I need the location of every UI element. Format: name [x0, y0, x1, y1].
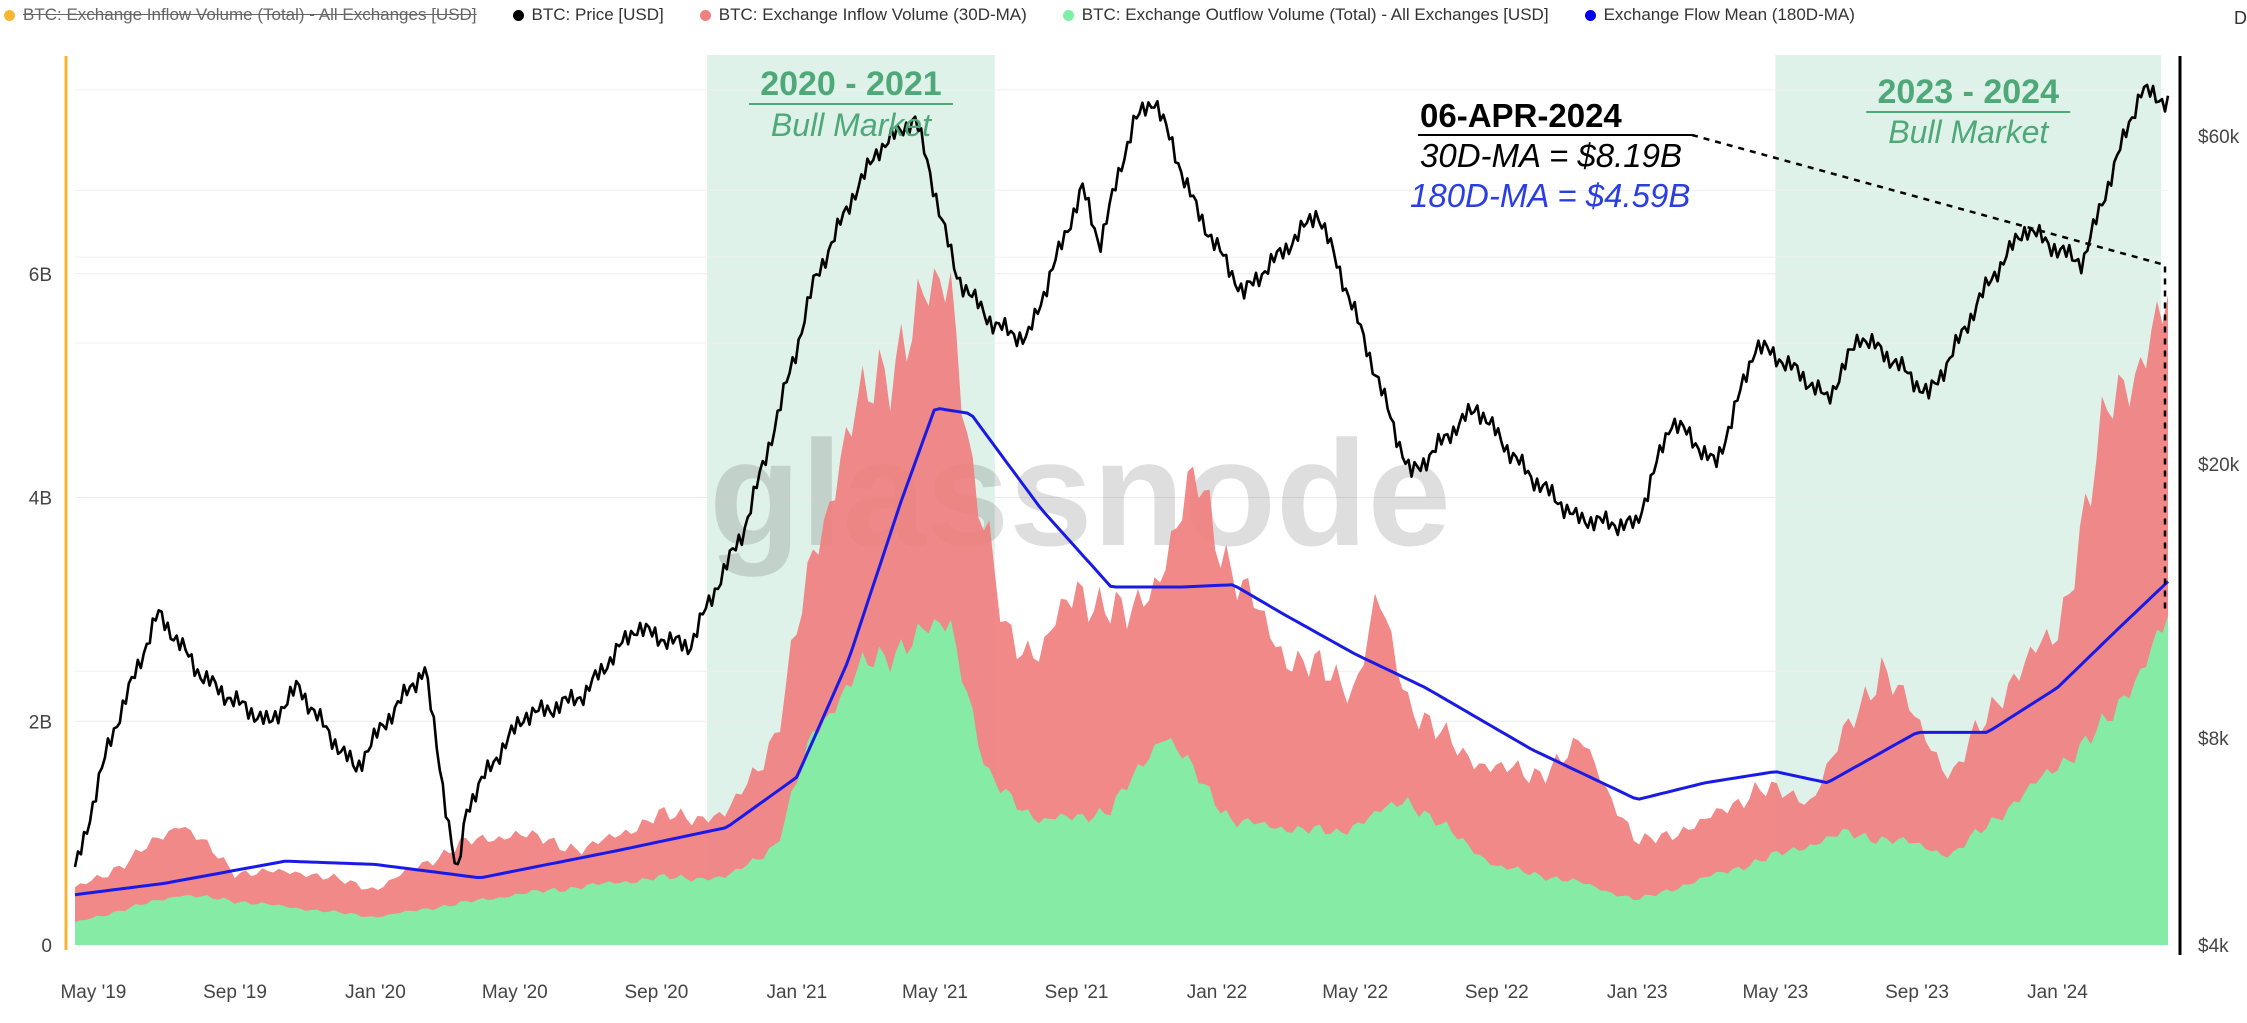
bull-market-years-label: 2023 - 2024 — [1878, 73, 2060, 111]
x-tick-label: Sep '23 — [1885, 982, 1949, 1003]
y-right-tick-label: $4k — [2198, 936, 2229, 957]
callout-date: 06-APR-2024 — [1420, 97, 1622, 134]
y-left-tick-label: 4B — [29, 489, 52, 510]
chart-legend: BTC: Exchange Inflow Volume (Total) - Al… — [0, 0, 2247, 30]
x-tick-label: Jan '21 — [766, 982, 827, 1003]
legend-item[interactable]: Exchange Flow Mean (180D-MA) — [1584, 5, 1855, 25]
x-tick-label: Sep '21 — [1045, 982, 1109, 1003]
btc-price-line — [73, 83, 2170, 868]
volume-areas — [75, 268, 2168, 945]
legend-dot-icon — [4, 9, 15, 21]
x-tick-label: Jan '23 — [1607, 982, 1668, 1003]
x-tick-label: May '22 — [1322, 982, 1388, 1003]
x-tick-label: May '23 — [1742, 982, 1808, 1003]
legend-label: BTC: Exchange Inflow Volume (Total) - Al… — [23, 5, 477, 24]
x-tick-label: Sep '22 — [1465, 982, 1529, 1003]
legend-item[interactable]: BTC: Exchange Inflow Volume (30D-MA) — [699, 5, 1027, 25]
y-right-tick-label: $60k — [2198, 127, 2240, 148]
y-left-tick-label: 2B — [29, 712, 52, 733]
x-tick-label: Jan '24 — [2027, 982, 2088, 1003]
series-lines — [73, 83, 2170, 897]
y-right-tick-label: $20k — [2198, 455, 2240, 476]
x-tick-label: May '19 — [60, 982, 126, 1003]
x-tick-label: Sep '19 — [203, 982, 267, 1003]
x-tick-label: May '20 — [482, 982, 548, 1003]
bull-market-label: Bull Market — [1888, 114, 2049, 150]
legend-label: BTC: Exchange Inflow Volume (30D-MA) — [718, 5, 1027, 24]
x-tick-label: Jan '20 — [345, 982, 406, 1003]
legend-item[interactable]: BTC: Price [USD] — [512, 5, 664, 25]
x-tick-label: Jan '22 — [1187, 982, 1248, 1003]
axes: 0 2B 4B 6B $4k $8k $20k $60k May '19 Sep '19 Jan '… — [29, 56, 2240, 1003]
bull-market-years-label: 2020 - 2021 — [760, 65, 942, 103]
flow-mean-180dma-line — [74, 407, 2170, 897]
y-left-tick-label: 6B — [29, 265, 52, 286]
legend-item[interactable]: BTC: Exchange Inflow Volume (Total) - Al… — [4, 5, 477, 25]
x-tick-label: Sep '20 — [624, 982, 688, 1003]
legend-item[interactable]: BTC: Exchange Outflow Volume (Total) - A… — [1062, 5, 1549, 25]
y-left-tick-label: 0 — [41, 936, 52, 957]
outflow-volume-area — [75, 615, 2168, 945]
legend-label: BTC: Price [USD] — [531, 5, 664, 24]
chart-menu-mark[interactable]: D — [2234, 8, 2247, 28]
y-right-tick-label: $8k — [2198, 729, 2229, 750]
legend-label: Exchange Flow Mean (180D-MA) — [1603, 5, 1855, 24]
x-tick-label: May '21 — [902, 982, 968, 1003]
callout-leader-line — [1691, 133, 2167, 610]
legend-dot-icon — [1584, 9, 1596, 21]
callout-180dma: 180D-MA = $4.59B — [1410, 177, 1690, 214]
callout-30dma: 30D-MA = $8.19B — [1420, 137, 1682, 174]
inflow-30dma-area — [75, 268, 2168, 945]
legend-dot-icon — [699, 9, 711, 21]
legend-dot-icon — [512, 9, 524, 21]
bull-market-label: Bull Market — [771, 107, 932, 143]
legend-label: BTC: Exchange Outflow Volume (Total) - A… — [1081, 5, 1549, 24]
legend-dot-icon — [1062, 9, 1074, 21]
